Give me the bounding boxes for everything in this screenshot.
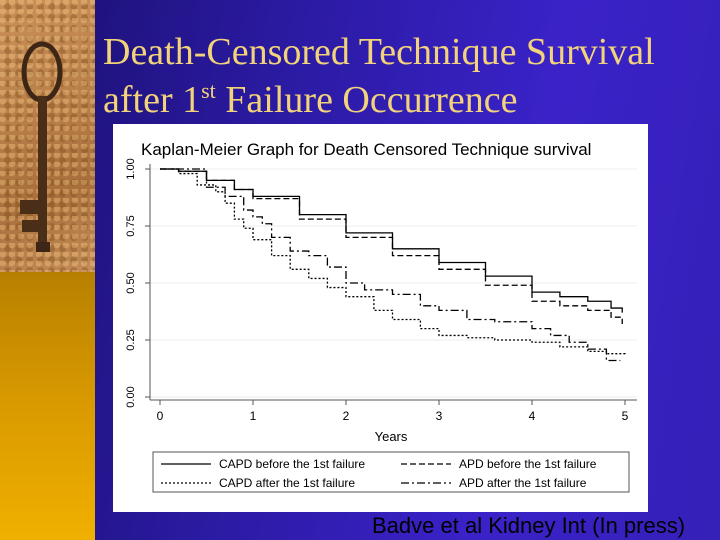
legend-label: APD before the 1st failure	[459, 457, 597, 471]
x-tick-label: 5	[622, 409, 629, 423]
y-tick-label: 0.25	[125, 329, 137, 350]
x-tick-label: 2	[343, 409, 350, 423]
x-tick-label: 0	[157, 409, 164, 423]
title-line2-post: Failure Occurrence	[215, 79, 518, 122]
grid	[150, 168, 637, 398]
km-chart: Kaplan-Meier Graph for Death Censored Te…	[125, 140, 637, 493]
antique-key-icon	[20, 41, 63, 252]
legend-label: CAPD after the 1st failure	[219, 476, 355, 490]
x-tick-label: 3	[436, 409, 443, 423]
slide-title: Death-Censored Technique Survival after …	[103, 28, 713, 125]
y-tick-label: 0.75	[125, 215, 137, 236]
chart-panel: Kaplan-Meier Graph for Death Censored Te…	[113, 124, 648, 512]
chart-title: Kaplan-Meier Graph for Death Censored Te…	[141, 140, 591, 159]
x-tick-label: 1	[250, 409, 257, 423]
legend-box	[152, 451, 630, 493]
series-line-2	[160, 168, 623, 325]
title-line1: Death-Censored Technique Survival	[103, 31, 655, 73]
title-line2-pre: after 1	[103, 79, 202, 122]
legend-label: CAPD before the 1st failure	[219, 457, 365, 471]
axes: 0.00 0.25 0.50 0.75 1.00 0 1 2 3 4 5	[125, 158, 637, 423]
y-tick-label: 0.50	[125, 272, 137, 293]
x-axis-label: Years	[375, 429, 408, 444]
x-tick-label: 4	[529, 409, 536, 423]
y-tick-label: 0.00	[125, 386, 137, 407]
key-photo	[0, 0, 95, 272]
legend: CAPD before the 1st failure APD before th…	[152, 451, 630, 493]
citation: Badve et al Kidney Int (In press)	[372, 513, 686, 538]
y-tick-label: 1.00	[125, 158, 137, 179]
plot-area	[150, 164, 637, 400]
legend-label: APD after the 1st failure	[459, 476, 587, 490]
series-line-3	[160, 168, 626, 356]
series-lines	[160, 168, 626, 362]
title-line2-sup: st	[201, 78, 216, 104]
